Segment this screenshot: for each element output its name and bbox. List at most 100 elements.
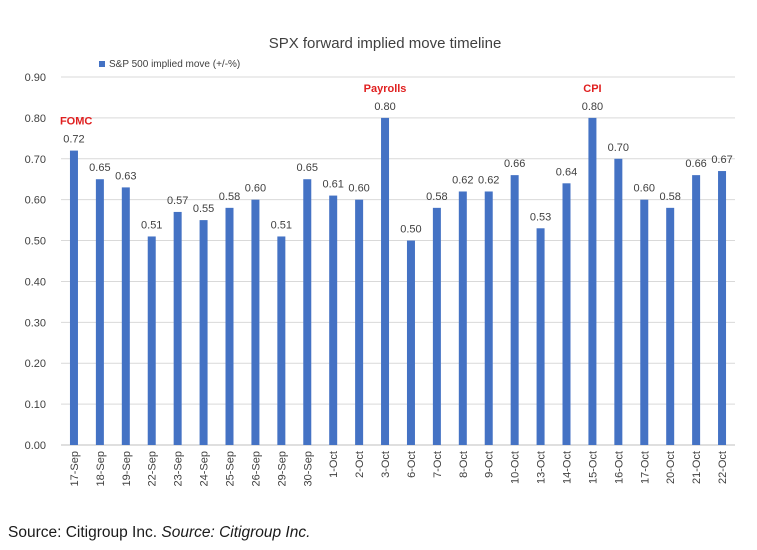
bar-value-label: 0.72 [63, 134, 84, 146]
legend-swatch [99, 61, 105, 67]
bar-value-label: 0.63 [115, 170, 136, 182]
x-tick-label: 26-Sep [250, 451, 262, 486]
chart-container: SPX forward implied move timeline S&P 50… [25, 35, 735, 486]
bar [303, 179, 312, 445]
bar [562, 183, 571, 446]
x-tick-label: 10-Oct [510, 451, 522, 484]
bar-value-label: 0.62 [478, 174, 499, 186]
bar [614, 158, 623, 445]
x-tick-label: 14-Oct [562, 451, 574, 484]
y-axis: 0.00 0.10 0.20 0.30 0.40 0.50 0.60 0.70 0.80 0.90 [25, 72, 46, 452]
value-labels: 0.72 0.65 0.63 0.51 0.57 0.55 0.58 0.60 0.51 0.65… [63, 101, 732, 236]
bar [484, 191, 493, 445]
y-tick-label: 0.50 [25, 236, 46, 248]
bar-value-label: 0.55 [193, 203, 214, 215]
y-tick-label: 0.00 [25, 440, 46, 452]
bar [95, 179, 104, 445]
bar-value-label: 0.51 [271, 219, 292, 231]
bar-value-label: 0.53 [530, 211, 551, 223]
source-text: Source: Citigroup Inc. [8, 524, 158, 541]
bar [355, 199, 364, 445]
y-tick-label: 0.30 [25, 317, 46, 329]
source-caption: Source: Citigroup Inc. Source: Citigroup… [8, 524, 310, 542]
legend-label: S&P 500 implied move (+/-%) [109, 59, 240, 70]
x-tick-label: 20-Oct [665, 451, 677, 484]
bar [329, 195, 338, 445]
event-annotation: FOMC [60, 116, 92, 128]
gridlines [61, 76, 735, 446]
y-tick-label: 0.40 [25, 276, 46, 288]
bar [588, 117, 597, 445]
event-annotation: Payrolls [364, 83, 407, 95]
bar-chart: SPX forward implied move timeline S&P 50… [25, 35, 735, 486]
x-tick-label: 16-Oct [613, 451, 625, 484]
bar-value-label: 0.64 [556, 166, 577, 178]
bar-value-label: 0.60 [634, 183, 655, 195]
bar-value-label: 0.80 [582, 101, 603, 113]
bar-value-label: 0.57 [167, 195, 188, 207]
bar-value-label: 0.58 [426, 191, 447, 203]
bar [199, 220, 208, 445]
x-tick-label: 29-Sep [276, 451, 288, 486]
bar-value-label: 0.58 [659, 191, 680, 203]
bar-value-label: 0.67 [711, 154, 732, 166]
bar [536, 228, 545, 445]
bar [458, 191, 467, 445]
x-tick-label: 6-Oct [406, 451, 418, 478]
x-tick-label: 17-Sep [69, 451, 81, 486]
x-tick-label: 1-Oct [328, 451, 340, 478]
bar [692, 175, 701, 445]
bar [406, 240, 415, 445]
bar [718, 171, 727, 446]
x-tick-label: 7-Oct [432, 451, 444, 478]
bar-value-label: 0.60 [348, 183, 369, 195]
bars [69, 117, 727, 446]
x-tick-label: 17-Oct [639, 451, 651, 484]
x-tick-label: 22-Oct [717, 451, 729, 484]
bar [225, 207, 234, 445]
legend: S&P 500 implied move (+/-%) [99, 59, 240, 70]
bar [277, 236, 286, 445]
bar-value-label: 0.65 [89, 162, 110, 174]
y-tick-label: 0.90 [25, 72, 46, 84]
bar [121, 187, 130, 445]
x-tick-label: 25-Sep [225, 451, 237, 486]
y-tick-label: 0.60 [25, 195, 46, 207]
x-axis: 17-Sep 18-Sep 19-Sep 22-Sep 23-Sep 24-Sep 25-S… [69, 451, 729, 486]
bar-value-label: 0.61 [322, 179, 343, 191]
bar-value-label: 0.51 [141, 219, 162, 231]
bar [640, 199, 649, 445]
x-tick-label: 22-Sep [147, 451, 159, 486]
x-tick-label: 23-Sep [173, 451, 185, 486]
bar-value-label: 0.66 [685, 158, 706, 170]
x-tick-label: 9-Oct [484, 451, 496, 478]
x-tick-label: 21-Oct [691, 451, 703, 484]
y-tick-label: 0.80 [25, 113, 46, 125]
bar [432, 207, 441, 445]
bar-value-label: 0.62 [452, 174, 473, 186]
x-tick-label: 24-Sep [199, 451, 211, 486]
bar-value-label: 0.80 [374, 101, 395, 113]
y-tick-label: 0.20 [25, 358, 46, 370]
y-tick-label: 0.70 [25, 154, 46, 166]
x-tick-label: 18-Sep [95, 451, 107, 486]
bar [381, 117, 390, 445]
x-tick-label: 3-Oct [380, 451, 392, 478]
x-tick-label: 2-Oct [354, 451, 366, 478]
x-tick-label: 8-Oct [458, 451, 470, 478]
bar [251, 199, 260, 445]
bar-value-label: 0.70 [608, 142, 629, 154]
x-tick-label: 19-Sep [121, 451, 133, 486]
chart-title: SPX forward implied move timeline [269, 35, 502, 52]
bar [510, 175, 519, 445]
bar [69, 150, 78, 445]
x-tick-label: 15-Oct [587, 451, 599, 484]
y-tick-label: 0.10 [25, 399, 46, 411]
bar [147, 236, 156, 445]
x-tick-label: 13-Oct [536, 451, 548, 484]
annotations: FOMC Payrolls CPI [60, 83, 602, 128]
bar-value-label: 0.60 [245, 183, 266, 195]
x-tick-label: 30-Sep [302, 451, 314, 486]
bar-value-label: 0.58 [219, 191, 240, 203]
bar [173, 211, 182, 445]
